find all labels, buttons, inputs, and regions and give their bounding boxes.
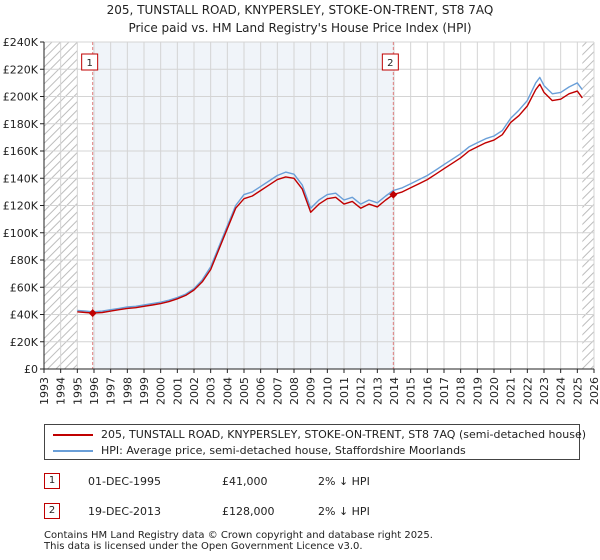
x-tick-label: 2005 (238, 377, 251, 405)
sale-label-box (381, 53, 399, 71)
chart-subtitle: Price paid vs. HM Land Registry's House … (128, 21, 471, 35)
x-tick-label: 2024 (555, 377, 568, 405)
legend-swatch-property (53, 434, 93, 436)
x-tick-label: 1997 (105, 377, 118, 405)
legend: 205, TUNSTALL ROAD, KNYPERSLEY, STOKE-ON… (44, 424, 586, 460)
x-tick-label: 2007 (271, 377, 284, 405)
x-tick-label: 2009 (305, 377, 318, 405)
y-tick-label: £60K (10, 281, 39, 294)
x-tick-label: 2000 (155, 377, 168, 405)
sale-number-badge: 1 (44, 473, 60, 489)
y-tick-label: £0 (24, 363, 38, 376)
sale-label-box (81, 53, 99, 71)
footer-attribution: Contains HM Land Registry data © Crown c… (44, 530, 433, 552)
x-tick-label: 2020 (488, 377, 501, 405)
y-tick-label: £140K (3, 172, 39, 185)
sale-hpi-diff: 2% ↓ HPI (318, 505, 370, 518)
footer-line-1: Contains HM Land Registry data © Crown c… (44, 530, 433, 541)
sale-price: £41,000 (222, 475, 268, 488)
x-tick-label: 1993 (38, 377, 51, 405)
x-tick-label: 1999 (138, 377, 151, 405)
x-tick-label: 2021 (505, 377, 518, 405)
hpi-series-line (77, 76, 583, 313)
y-tick-label: £120K (3, 200, 39, 213)
x-tick-label: 2003 (205, 377, 218, 405)
footer-line-2: This data is licensed under the Open Gov… (44, 541, 363, 552)
y-tick-label: £240K (3, 36, 39, 49)
x-tick-label: 1998 (121, 377, 134, 405)
price-chart: 205, TUNSTALL ROAD, KNYPERSLEY, STOKE-ON… (3, 3, 600, 405)
legend-label-hpi: HPI: Average price, semi-detached house,… (101, 444, 466, 457)
sale-date: 01-DEC-1995 (88, 475, 162, 488)
sale-row-1: 1 01-DEC-1995 £41,000 2% ↓ HPI (44, 472, 444, 492)
x-tick-label: 2022 (521, 377, 534, 405)
x-tick-label: 2025 (571, 377, 584, 405)
sale-label-text: 1 (86, 58, 92, 69)
sale-date: 19-DEC-2013 (88, 505, 162, 518)
sale-point-marker (88, 309, 97, 318)
x-tick-label: 2001 (171, 377, 184, 405)
y-tick-label: £80K (10, 254, 39, 267)
y-tick-label: £220K (3, 63, 39, 76)
y-tick-label: £100K (3, 227, 39, 240)
y-tick-label: £180K (3, 118, 39, 131)
property-series-line (77, 83, 583, 314)
x-tick-label: 2019 (471, 377, 484, 405)
x-tick-label: 2011 (338, 377, 351, 405)
x-tick-label: 2017 (438, 377, 451, 405)
x-tick-label: 1994 (55, 377, 68, 405)
sale-number-badge: 2 (44, 503, 60, 519)
x-tick-label: 2012 (355, 377, 368, 405)
x-tick-label: 2015 (405, 377, 418, 405)
x-tick-label: 2010 (321, 377, 334, 405)
y-tick-label: £200K (3, 91, 39, 104)
sale-price: £128,000 (222, 505, 275, 518)
x-tick-label: 2018 (455, 377, 468, 405)
sale-label-text: 2 (387, 58, 393, 69)
x-tick-label: 2008 (288, 377, 301, 405)
x-tick-label: 2016 (421, 377, 434, 405)
sale-row-2: 2 19-DEC-2013 £128,000 2% ↓ HPI (44, 502, 444, 522)
x-tick-label: 2014 (388, 377, 401, 405)
legend-label-property: 205, TUNSTALL ROAD, KNYPERSLEY, STOKE-ON… (101, 428, 587, 441)
chart-title: 205, TUNSTALL ROAD, KNYPERSLEY, STOKE-ON… (107, 3, 494, 17)
x-tick-label: 2023 (538, 377, 551, 405)
sale-hpi-diff: 2% ↓ HPI (318, 475, 370, 488)
x-tick-label: 1996 (88, 377, 101, 405)
sale-point-marker (389, 190, 398, 199)
x-tick-label: 1995 (71, 377, 84, 405)
y-tick-label: £160K (3, 145, 39, 158)
y-tick-label: £40K (10, 309, 39, 322)
x-tick-label: 2004 (221, 377, 234, 405)
x-tick-label: 2002 (188, 377, 201, 405)
y-tick-label: £20K (10, 336, 39, 349)
legend-swatch-hpi (53, 450, 93, 452)
x-tick-label: 2006 (255, 377, 268, 405)
x-tick-label: 2013 (371, 377, 384, 405)
x-tick-label: 2026 (588, 377, 600, 405)
